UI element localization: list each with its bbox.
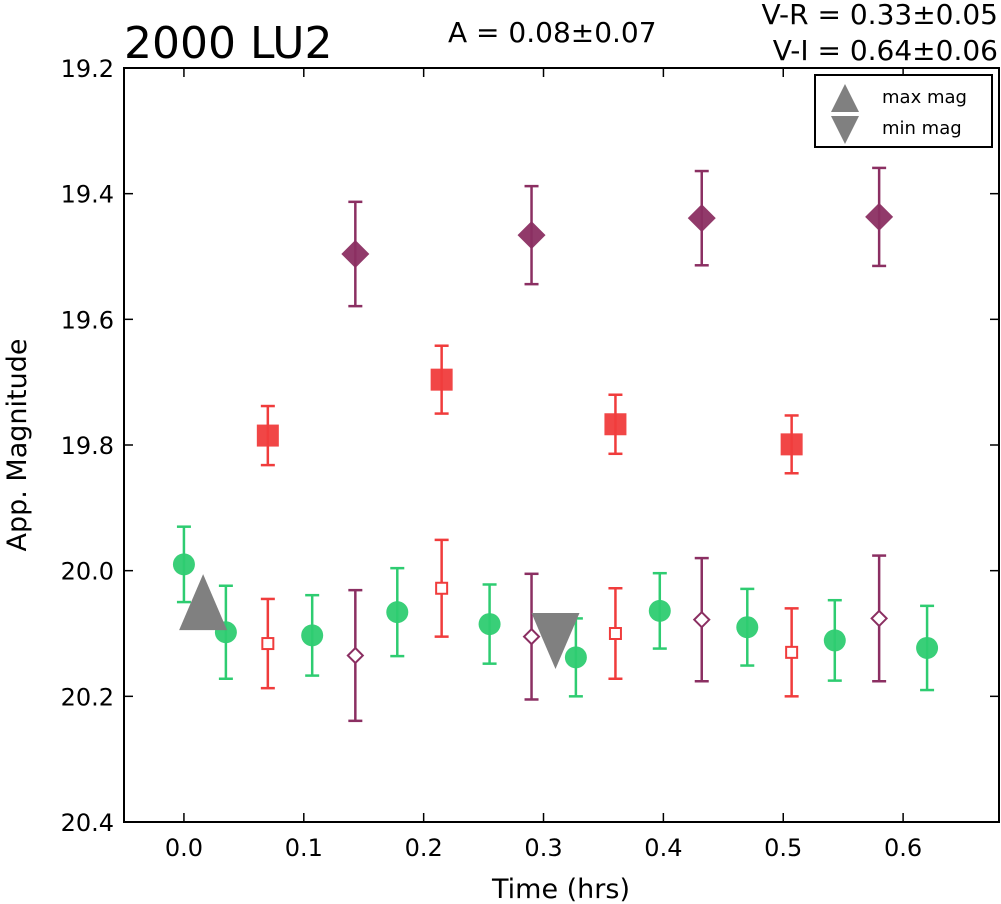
max-mag-marker [179, 574, 228, 631]
data-point-square [430, 368, 453, 391]
y-tick-label: 20.0 [61, 558, 114, 586]
data-point-open-diamond [522, 627, 541, 646]
vr-color-label: V-R = 0.33±0.05 [762, 0, 998, 31]
data-point-circle [172, 553, 195, 576]
data-point-circle [564, 646, 587, 669]
y-tick-label: 20.4 [61, 809, 114, 837]
min-mag-marker [531, 613, 580, 670]
y-tick-label: 19.6 [61, 306, 114, 334]
data-point-diamond [341, 239, 370, 268]
x-axis-label: Time (hrs) [491, 874, 630, 904]
x-tick-label: 0.2 [405, 834, 443, 862]
data-point-diamond [517, 221, 546, 250]
data-point-square [780, 433, 803, 456]
y-tick-label: 19.8 [61, 432, 114, 460]
data-point-open-square [435, 581, 449, 595]
x-tick-label: 0.5 [764, 834, 802, 862]
y-axis-label: App. Magnitude [2, 339, 33, 552]
x-tick-label: 0.3 [524, 834, 562, 862]
x-tick-label: 0.4 [644, 834, 682, 862]
legend-min-label: min mag [882, 118, 962, 139]
plot-area [172, 166, 939, 723]
data-point-circle [736, 616, 759, 639]
y-tick-label: 20.2 [61, 683, 114, 711]
y-tick-label: 19.4 [61, 181, 114, 209]
data-point-open-diamond [870, 609, 889, 628]
amplitude-label: A = 0.08±0.07 [448, 16, 657, 49]
data-point-open-square [608, 627, 622, 640]
chart-title: 2000 LU2 [124, 18, 332, 69]
plot-frame [123, 67, 1000, 823]
legend-min-marker [831, 116, 859, 144]
data-point-diamond [687, 204, 716, 233]
data-point-circle [386, 601, 409, 624]
data-point-open-square [785, 645, 799, 659]
data-point-circle [916, 636, 939, 659]
data-point-open-square [261, 637, 275, 651]
y-tick-label: 19.2 [61, 55, 114, 83]
vi-color-label: V-I = 0.64±0.06 [773, 34, 998, 67]
data-point-square [604, 413, 627, 436]
x-tick-label: 0.0 [165, 834, 203, 862]
data-point-circle [478, 613, 501, 636]
axes: 0.0 0.1 0.2 0.3 0.4 0.5 0.6 19.2 19.4 19.6 19.8 20.… [61, 55, 999, 862]
data-point-square [256, 424, 279, 447]
data-point-circle [301, 624, 324, 647]
x-tick-label: 0.6 [884, 834, 922, 862]
data-point-open-diamond [346, 646, 365, 665]
legend: max mag min mag [814, 74, 993, 148]
legend-max-label: max mag [882, 87, 967, 108]
data-point-open-diamond [692, 610, 711, 629]
x-tick-label: 0.1 [285, 834, 323, 862]
data-point-circle [823, 629, 846, 652]
data-point-diamond [865, 202, 894, 231]
legend-max-marker [831, 84, 859, 112]
data-point-circle [648, 599, 671, 622]
